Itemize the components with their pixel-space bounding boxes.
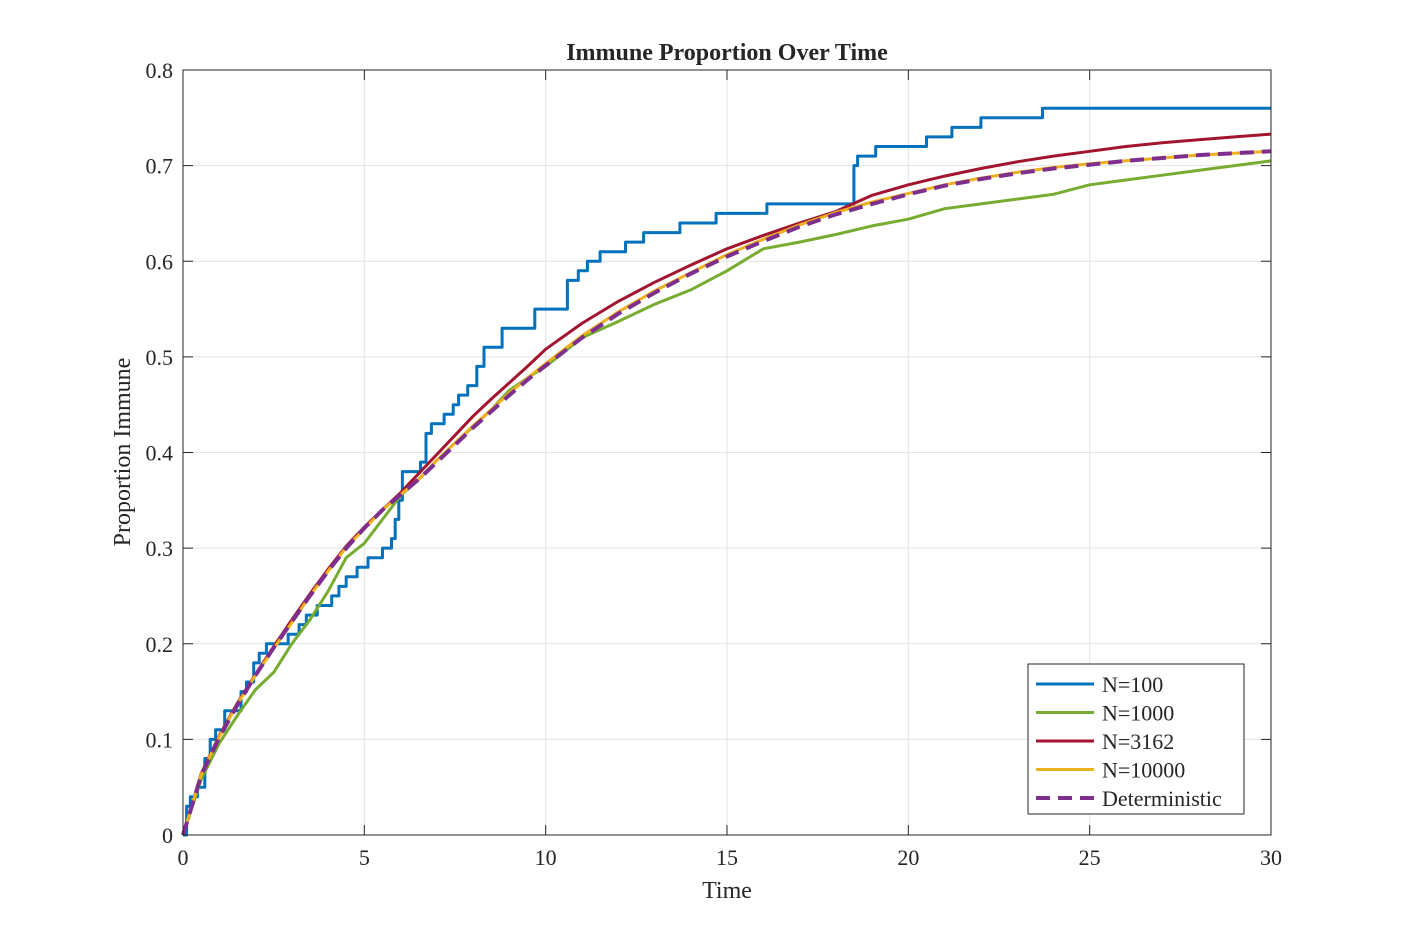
y-tick-label: 0.1 bbox=[146, 727, 174, 752]
y-tick-label: 0 bbox=[162, 823, 173, 848]
x-tick-label: 10 bbox=[535, 845, 557, 870]
y-tick-label: 0.2 bbox=[146, 632, 174, 657]
x-tick-label: 30 bbox=[1260, 845, 1282, 870]
x-axis-label: Time bbox=[702, 878, 752, 904]
tick-group: 0 5 10 15 20 25 30 0 0.1 0.2 0.3 0.4 0.5 0.6 0.7 0.8 bbox=[146, 58, 1283, 870]
chart-title: Immune Proportion Over Time bbox=[566, 40, 888, 66]
legend: N=100 N=1000 N=3162 N=10000 Deterministic bbox=[1027, 663, 1245, 815]
series-line-0 bbox=[183, 106, 1271, 837]
y-tick-label: 0.5 bbox=[146, 345, 174, 370]
legend-label: N=3162 bbox=[1102, 729, 1174, 754]
y-tick-label: 0.4 bbox=[146, 441, 174, 466]
legend-label: Deterministic bbox=[1102, 786, 1222, 811]
x-tick-label: 25 bbox=[1079, 845, 1101, 870]
x-tick-label: 0 bbox=[178, 845, 189, 870]
legend-label: N=10000 bbox=[1102, 758, 1185, 783]
x-tick-label: 5 bbox=[359, 845, 370, 870]
legend-label: N=1000 bbox=[1102, 701, 1174, 726]
y-tick-label: 0.8 bbox=[146, 58, 174, 83]
legend-box bbox=[1027, 663, 1245, 815]
y-tick-label: 0.6 bbox=[146, 249, 174, 274]
x-tick-label: 15 bbox=[716, 845, 738, 870]
legend-label: N=100 bbox=[1102, 672, 1163, 697]
y-axis-label: Proportion Immune bbox=[110, 358, 136, 547]
x-tick-label: 20 bbox=[897, 845, 919, 870]
y-tick-label: 0.7 bbox=[146, 154, 174, 179]
series-line-4 bbox=[181, 149, 1272, 836]
series-group bbox=[181, 106, 1272, 837]
y-tick-label: 0.3 bbox=[146, 536, 174, 561]
